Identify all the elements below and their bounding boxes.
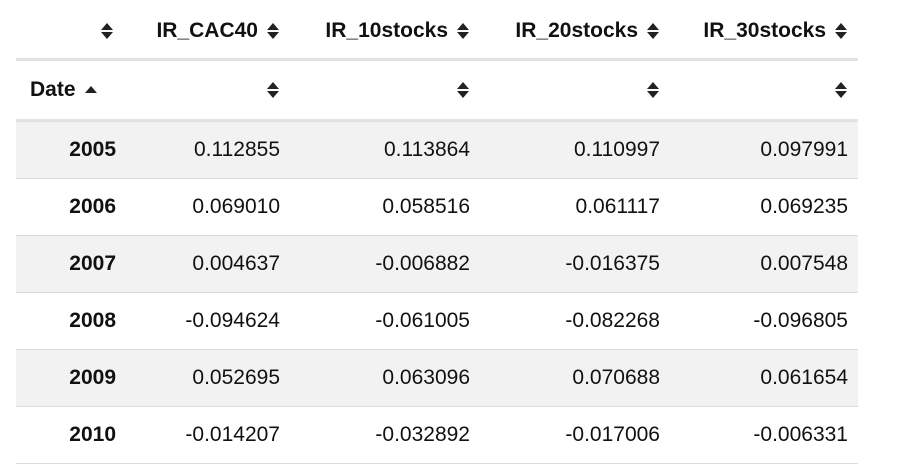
row-date: 2010 (69, 423, 116, 446)
sort-both-icon (646, 80, 660, 100)
table-cell: -0.006882 (375, 252, 470, 275)
table-cell: 0.061654 (760, 366, 848, 389)
table-cell: 0.061117 (575, 195, 660, 218)
table-cell: 0.058516 (382, 195, 470, 218)
sort-both-icon (834, 21, 848, 41)
column-header-label: IR_30stocks (703, 19, 826, 42)
table-cell: 0.070688 (572, 366, 660, 389)
column-header-ir-cac40[interactable]: IR_CAC40 (124, 19, 290, 43)
data-table: IR_CAC40 IR_10stocks IR_20stocks IR_30st… (16, 4, 858, 464)
sort-both-icon (646, 21, 660, 41)
row-date: 2007 (69, 252, 116, 275)
table-row: 2009 0.052695 0.063096 0.070688 0.061654 (16, 350, 858, 407)
table-cell: -0.096805 (753, 309, 848, 332)
table-row: 2005 0.112855 0.113864 0.110997 0.097991 (16, 122, 858, 179)
table-cell: 0.113864 (383, 138, 470, 161)
table-cell: 0.063096 (382, 366, 470, 389)
table-cell: -0.082268 (565, 309, 660, 332)
table-cell: 0.004637 (192, 252, 280, 275)
sort-both-icon (456, 80, 470, 100)
sort-cell-ir-10stocks[interactable] (290, 80, 480, 100)
column-header-date[interactable]: Date (16, 78, 124, 102)
table-cell: 0.097991 (760, 138, 848, 161)
sort-asc-icon (84, 80, 98, 100)
table-cell: 0.069010 (192, 195, 280, 218)
table-cell: 0.110997 (573, 138, 660, 161)
table-cell: -0.017006 (565, 423, 660, 446)
table-cell: 0.069235 (760, 195, 848, 218)
table-cell: -0.016375 (565, 252, 660, 275)
table-row: 2007 0.004637 -0.006882 -0.016375 0.0075… (16, 236, 858, 293)
row-date: 2006 (69, 195, 116, 218)
column-header-label: IR_20stocks (515, 19, 638, 42)
table-cell: 0.007548 (760, 252, 848, 275)
column-header-ir-30stocks[interactable]: IR_30stocks (670, 19, 858, 43)
index-name-row: Date (16, 61, 858, 122)
sort-both-icon (456, 21, 470, 41)
column-header-row: IR_CAC40 IR_10stocks IR_20stocks IR_30st… (16, 4, 858, 61)
row-date: 2005 (69, 138, 116, 161)
column-header-label: IR_CAC40 (156, 19, 258, 42)
date-header-label: Date (30, 78, 76, 101)
column-header-label: IR_10stocks (325, 19, 448, 42)
sort-cell-ir-30stocks[interactable] (670, 80, 858, 100)
sort-both-icon (266, 80, 280, 100)
table-row: 2006 0.069010 0.058516 0.061117 0.069235 (16, 179, 858, 236)
sort-both-icon (834, 80, 848, 100)
table-cell: -0.094624 (185, 309, 280, 332)
row-date: 2008 (69, 309, 116, 332)
table-row: 2008 -0.094624 -0.061005 -0.082268 -0.09… (16, 293, 858, 350)
table-cell: -0.061005 (375, 309, 470, 332)
table-cell: -0.006331 (753, 423, 848, 446)
table-cell: 0.112855 (193, 138, 280, 161)
sort-cell-ir-20stocks[interactable] (480, 80, 670, 100)
table-cell: 0.052695 (192, 366, 280, 389)
sort-cell-ir-cac40[interactable] (124, 80, 290, 100)
row-date: 2009 (69, 366, 116, 389)
table-cell: -0.032892 (375, 423, 470, 446)
column-header-index[interactable] (16, 21, 124, 41)
column-header-ir-10stocks[interactable]: IR_10stocks (290, 19, 480, 43)
sort-both-icon (100, 21, 114, 41)
table-cell: -0.014207 (185, 423, 280, 446)
table-row: 2010 -0.014207 -0.032892 -0.017006 -0.00… (16, 407, 858, 464)
sort-both-icon (266, 21, 280, 41)
column-header-ir-20stocks[interactable]: IR_20stocks (480, 19, 670, 43)
